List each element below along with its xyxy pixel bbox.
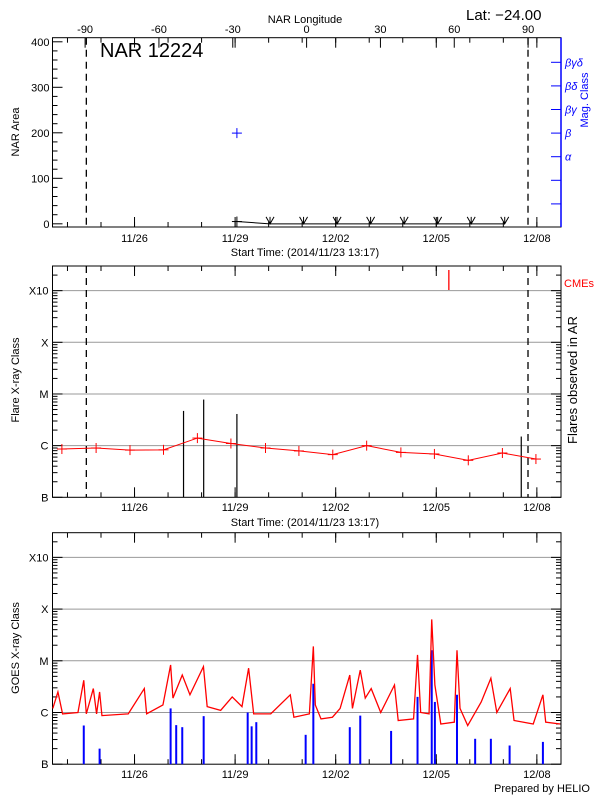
panel1-frame <box>52 265 562 498</box>
y-tick-label: 0 <box>43 219 49 231</box>
x-tick-label: 12/08 <box>523 502 551 514</box>
area-point-down <box>265 216 275 225</box>
mag-class-tick-label: βδ <box>564 81 578 93</box>
panel1-xlabel: Start Time: (2014/11/23 13:17) <box>231 247 379 259</box>
lon-tick-label: 0 <box>304 24 310 36</box>
panel1-ylabel: NAR Area <box>10 107 22 157</box>
area-point-down <box>399 216 409 225</box>
area-point-down <box>466 216 476 225</box>
mag-class-axis-title: Mag. Class <box>579 72 591 128</box>
area-point-down <box>332 216 342 225</box>
x-tick-label: 12/02 <box>322 502 350 514</box>
panel0-frame <box>52 37 562 228</box>
x-tick-label: 12/08 <box>523 233 551 245</box>
latitude-label: Lat: −24.00 <box>466 7 541 24</box>
x-tick-label: 12/05 <box>423 769 451 781</box>
y-tick-label: X10 <box>29 552 49 564</box>
top-axis-title: NAR Longitude <box>268 14 343 26</box>
y-tick-label: M <box>39 656 48 668</box>
area-point-down <box>433 216 443 225</box>
panel2-y2label: Flares observed in AR <box>565 316 580 444</box>
y-tick-label: B <box>41 492 48 504</box>
x-tick-label: 11/29 <box>222 502 249 514</box>
x-tick-label: 12/02 <box>322 233 350 245</box>
y-tick-label: C <box>41 441 49 453</box>
y-tick-label: X <box>41 337 49 349</box>
lon-tick-label: -60 <box>151 24 167 36</box>
y-tick-label: 100 <box>31 173 49 185</box>
x-tick-label: 12/05 <box>423 233 451 245</box>
y-tick-label: B <box>41 759 48 771</box>
x-tick-label: 11/29 <box>222 233 249 245</box>
mag-class-tick-label: α <box>565 152 572 164</box>
x-tick-label: 11/29 <box>222 769 249 781</box>
panel2-xlabel: Start Time: (2014/11/23 13:17) <box>231 517 379 529</box>
lon-tick-label: 60 <box>448 24 460 36</box>
region-label: NAR 12224 <box>100 40 203 62</box>
y-tick-label: C <box>41 707 49 719</box>
area-point-down <box>299 216 308 225</box>
lon-tick-label: -30 <box>225 24 241 36</box>
y-tick-label: M <box>39 389 48 401</box>
credit-label: Prepared by HELIO <box>494 783 590 795</box>
panel2-ylabel: Flare X-ray Class <box>10 337 22 422</box>
x-tick-label: 11/26 <box>121 769 148 781</box>
mag-class-tick-label: βγ <box>564 105 578 117</box>
y-tick-label: 200 <box>31 128 49 140</box>
x-tick-label: 12/05 <box>423 502 451 514</box>
cme-label: CMEs <box>564 278 594 290</box>
panel3-ylabel: GOES X-ray Class <box>10 602 22 694</box>
area-point-down <box>500 216 510 225</box>
panel2-frame <box>52 532 562 765</box>
lon-tick-label: 30 <box>374 24 386 36</box>
x-tick-label: 12/02 <box>322 769 350 781</box>
y-tick-label: 400 <box>31 37 49 49</box>
lon-tick-label: 90 <box>522 24 534 36</box>
y-tick-label: X <box>41 604 49 616</box>
y-tick-label: X10 <box>29 286 49 298</box>
x-tick-label: 12/08 <box>523 769 551 781</box>
x-tick-label: 11/26 <box>121 502 148 514</box>
lon-tick-label: -90 <box>77 24 93 36</box>
y-tick-label: 300 <box>31 82 49 94</box>
mag-class-tick-label: βγδ <box>564 57 584 69</box>
goes-flux-line <box>52 619 561 727</box>
area-point-down <box>366 216 376 225</box>
x-tick-label: 11/26 <box>121 233 148 245</box>
mag-class-tick-label: β <box>564 128 572 140</box>
